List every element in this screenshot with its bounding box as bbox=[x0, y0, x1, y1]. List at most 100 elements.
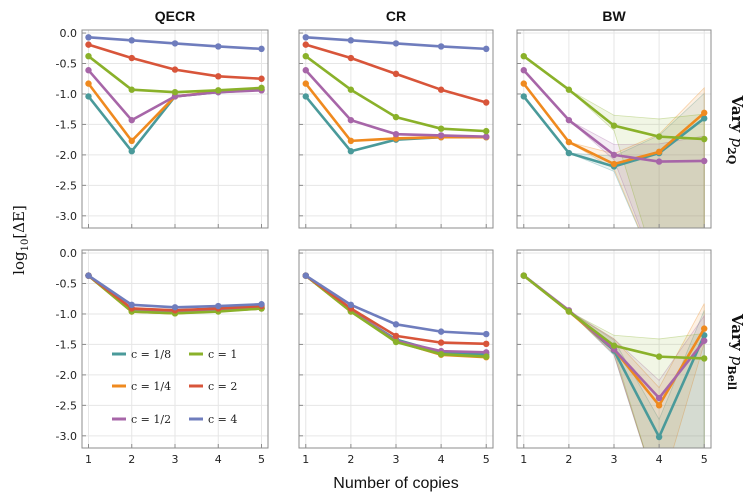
panel-cr-pbell: 1 2 3 4 5 bbox=[298, 249, 494, 466]
data-point-c-1 bbox=[437, 350, 445, 358]
y-tick-label: -1.0 bbox=[56, 308, 77, 321]
x-tick-label: 4 bbox=[656, 453, 663, 466]
y-tick-label: -2.0 bbox=[56, 369, 77, 382]
row-title-vary-pbell: Vary pBell bbox=[725, 313, 746, 390]
series-group bbox=[302, 272, 490, 361]
data-point-c-1 bbox=[392, 338, 400, 346]
data-point-c-1-8 bbox=[701, 115, 708, 122]
legend-item: c = 1/4 bbox=[112, 380, 171, 393]
legend-item: c = 1 bbox=[189, 348, 237, 361]
x-tick-label: 2 bbox=[347, 453, 354, 466]
data-point-c-4 bbox=[437, 43, 445, 50]
data-point-c-1 bbox=[437, 125, 445, 132]
data-point-c-4 bbox=[437, 328, 445, 335]
data-point-c-1 bbox=[128, 86, 135, 93]
y-tick-label: -1.5 bbox=[56, 338, 77, 351]
series-group bbox=[302, 34, 490, 155]
data-point-c-1 bbox=[302, 52, 309, 60]
data-point-c-1-4 bbox=[701, 325, 708, 332]
y-tick-label: -1.0 bbox=[56, 88, 77, 101]
row-title-prefix: Vary bbox=[728, 313, 746, 356]
data-point-c-2 bbox=[483, 99, 490, 106]
data-point-c-2 bbox=[85, 41, 92, 48]
column-title-qecr: QECR bbox=[155, 8, 195, 24]
y-tick-label: -0.5 bbox=[56, 278, 77, 291]
panel-qecr-p2q: 0.0 -0.5 -1.0 -1.5 -2.0 -2.5 -3.0 bbox=[56, 27, 269, 229]
x-tick-label: 2 bbox=[565, 453, 572, 466]
data-point-c-1-2 bbox=[392, 130, 400, 138]
data-point-c-1-8 bbox=[128, 148, 135, 155]
data-point-c-1 bbox=[655, 353, 663, 360]
x-tick-label: 1 bbox=[302, 453, 309, 466]
data-point-c-2 bbox=[302, 41, 309, 48]
data-point-c-1-2 bbox=[701, 337, 708, 344]
data-point-c-1-2 bbox=[565, 116, 573, 124]
series-group bbox=[520, 52, 708, 170]
data-point-c-4 bbox=[85, 34, 92, 41]
data-point-c-4 bbox=[85, 272, 92, 279]
data-point-c-1 bbox=[85, 52, 92, 60]
legend-item: c = 2 bbox=[189, 380, 237, 393]
data-point-c-4 bbox=[347, 37, 355, 44]
data-point-c-1-8 bbox=[302, 93, 309, 100]
data-point-c-2 bbox=[347, 54, 355, 62]
x-tick-label: 5 bbox=[258, 453, 265, 466]
data-point-c-2 bbox=[437, 339, 445, 346]
data-point-c-4 bbox=[392, 40, 400, 47]
data-point-c-4 bbox=[128, 37, 135, 44]
band-c-1-8 bbox=[523, 275, 705, 448]
x-tick-label: 4 bbox=[438, 453, 445, 466]
data-point-c-1-4 bbox=[128, 137, 135, 145]
data-point-c-4 bbox=[483, 45, 490, 53]
data-point-c-1 bbox=[215, 87, 222, 94]
data-point-c-4 bbox=[215, 302, 222, 310]
data-point-c-1 bbox=[483, 127, 490, 135]
row-title-subscript: Bell bbox=[725, 365, 738, 390]
panel-qecr-pbell: 0.0 -0.5 -1.0 -1.5 -2.0 -2.5 -3.0 1 2 3 4 5 bbox=[56, 247, 269, 466]
data-point-c-1-2 bbox=[347, 116, 355, 124]
legend-item: c = 4 bbox=[189, 413, 237, 426]
data-point-c-2 bbox=[392, 332, 400, 340]
y-tick-label: -1.5 bbox=[56, 118, 77, 131]
data-point-c-2 bbox=[215, 73, 222, 80]
series-group bbox=[85, 272, 265, 317]
row-title-symbol: p bbox=[728, 137, 746, 147]
y-tick-label: -3.0 bbox=[56, 210, 77, 223]
data-point-c-1-8 bbox=[655, 433, 663, 441]
data-point-c-1 bbox=[610, 122, 618, 129]
data-point-c-1-4 bbox=[701, 109, 708, 117]
x-tick-label: 3 bbox=[393, 453, 400, 466]
data-point-c-4 bbox=[302, 272, 309, 279]
data-point-c-1-4 bbox=[347, 137, 355, 145]
y-tick-label: 0.0 bbox=[60, 247, 78, 260]
data-point-c-1 bbox=[565, 86, 573, 93]
data-point-c-1-2 bbox=[520, 67, 527, 74]
panels: 0.0 -0.5 -1.0 -1.5 -2.0 -2.5 -3.0 0.0 -0.5 -1.0 -1… bbox=[56, 27, 712, 466]
data-point-c-4 bbox=[483, 330, 490, 338]
x-tick-label: 5 bbox=[701, 453, 708, 466]
y-axis-label-bracket: [ΔE] bbox=[10, 205, 28, 239]
data-point-c-1 bbox=[520, 272, 527, 279]
x-tick-label: 3 bbox=[611, 453, 618, 466]
row-title-symbol: p bbox=[728, 356, 746, 366]
legend-label: c = 4 bbox=[208, 413, 237, 426]
y-tick-label: -3.0 bbox=[56, 430, 77, 443]
data-point-c-2 bbox=[128, 54, 135, 62]
data-point-c-1-8 bbox=[85, 93, 92, 100]
data-point-c-1 bbox=[171, 88, 179, 96]
data-point-c-4 bbox=[128, 301, 135, 309]
x-tick-label: 5 bbox=[483, 453, 490, 466]
y-tick-label: -2.5 bbox=[56, 179, 77, 192]
data-point-c-1-4 bbox=[302, 80, 309, 87]
x-tick-label: 4 bbox=[215, 453, 222, 466]
column-title-bw: BW bbox=[602, 8, 626, 24]
data-point-c-1 bbox=[520, 52, 527, 60]
data-point-c-1-2 bbox=[610, 151, 618, 159]
row-title-prefix: Vary bbox=[728, 95, 746, 138]
data-point-c-1-2 bbox=[655, 394, 663, 402]
legend-label: c = 2 bbox=[208, 380, 237, 393]
band-c-1-8 bbox=[523, 92, 705, 228]
data-point-c-1-2 bbox=[128, 116, 135, 124]
data-point-c-1-4 bbox=[520, 80, 527, 87]
